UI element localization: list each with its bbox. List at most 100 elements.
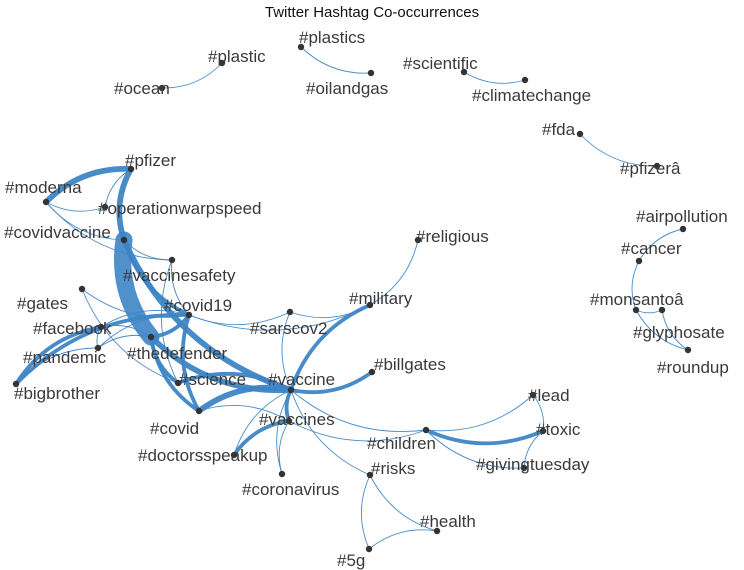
node-climatechange bbox=[521, 76, 529, 84]
node-label-covid: #covid bbox=[150, 419, 199, 438]
node-label-military: #military bbox=[349, 289, 413, 308]
node-religious bbox=[414, 236, 422, 244]
node-label-lead: #lead bbox=[528, 386, 570, 405]
edge-fda-pfizera bbox=[579, 133, 658, 167]
node-label-airpollution: #airpollution bbox=[636, 207, 728, 226]
node-label-operationwarpspeed: #operationwarpspeed bbox=[98, 199, 262, 218]
node-plastic bbox=[218, 59, 226, 67]
edges-layer bbox=[14, 46, 689, 550]
labels-layer: #ocean #plastic #plastics #oilandgas #scient… bbox=[4, 28, 729, 570]
edge-ocean-plastic bbox=[161, 62, 223, 89]
node-label-facebook: #facebook bbox=[33, 319, 112, 338]
node-label-gates: #gates bbox=[17, 294, 68, 313]
node-label-ocean: #ocean bbox=[114, 79, 170, 98]
node-covid19 bbox=[185, 311, 193, 319]
edge-covidvaccine-vaccinesafety bbox=[123, 239, 173, 261]
node-label-health: #health bbox=[420, 512, 476, 531]
node-vaccine bbox=[287, 386, 295, 394]
node-covidvaccine bbox=[120, 236, 128, 244]
node-label-vaccines: #vaccines bbox=[259, 410, 335, 429]
edge-toxic-lead bbox=[532, 394, 544, 432]
node-label-covid19: #covid19 bbox=[164, 296, 232, 315]
node-thedefender bbox=[147, 333, 155, 341]
edge-toxic-givingtuesday bbox=[523, 430, 544, 469]
node-label-doctorsspeakup: #doctorsspeakup bbox=[138, 446, 267, 465]
node-label-pfizer: #pfizer bbox=[125, 151, 176, 170]
edge-vaccinesafety-covid19 bbox=[171, 259, 190, 316]
node-label-covidvaccine: #covidvaccine bbox=[4, 223, 111, 242]
edge-vaccine-covid bbox=[196, 384, 294, 414]
node-label-children: #children bbox=[367, 434, 436, 453]
edge-vaccines-coronavirus bbox=[278, 420, 290, 475]
node-label-monsantoa: #monsantoâ bbox=[590, 290, 684, 309]
node-monsantoa bbox=[632, 306, 640, 314]
edge-monsantoa-roundup bbox=[635, 309, 689, 351]
node-billgates bbox=[368, 368, 376, 376]
edge-facebook-bigbrother bbox=[14, 325, 103, 386]
edge-risks-5g bbox=[360, 474, 371, 550]
node-givingtuesday bbox=[520, 464, 528, 472]
node-label-pfizera: #pfizerâ bbox=[620, 159, 681, 178]
edge-thedefender-covid bbox=[149, 335, 201, 413]
node-label-thedefender: #thedefender bbox=[127, 344, 228, 363]
node-label-scientific: #scientific bbox=[403, 54, 478, 73]
node-label-billgates: #billgates bbox=[374, 355, 446, 374]
node-sarscov2 bbox=[286, 308, 294, 316]
node-label-cancer: #cancer bbox=[621, 239, 682, 258]
node-health bbox=[433, 527, 441, 535]
node-roundup bbox=[684, 346, 692, 354]
node-children bbox=[422, 426, 430, 434]
edge-covidvaccine-covid19 bbox=[122, 238, 191, 317]
edge-glyphosate-roundup bbox=[661, 309, 689, 351]
edge-covidvaccine-thedefender bbox=[114, 231, 160, 346]
node-vaccinesafety bbox=[168, 256, 176, 264]
edge-scientific-climatechange bbox=[463, 71, 526, 84]
edge-children-lead bbox=[425, 394, 534, 432]
edge-military-religious bbox=[369, 239, 419, 306]
node-facebook bbox=[97, 323, 105, 331]
edge-covid19-facebook bbox=[100, 310, 190, 328]
node-label-vaccine: #vaccine bbox=[268, 370, 335, 389]
node-label-oilandgas: #oilandgas bbox=[306, 79, 388, 98]
edge-pfizer-moderna bbox=[43, 166, 134, 205]
node-label-risks: #risks bbox=[371, 459, 415, 478]
edge-children-givingtuesday bbox=[425, 429, 525, 469]
node-covid bbox=[195, 407, 203, 415]
edge-sarscov2-vaccine bbox=[281, 311, 292, 391]
edge-vaccinesafety-science bbox=[160, 259, 179, 384]
node-label-bigbrother: #bigbrother bbox=[14, 384, 100, 403]
edge-pfizer-covidvaccine bbox=[116, 166, 134, 243]
node-coronavirus bbox=[278, 470, 286, 478]
edge-pfizer-operationwarpspeed bbox=[104, 168, 132, 208]
node-cancer bbox=[635, 257, 643, 265]
node-pfizera bbox=[653, 162, 661, 170]
edge-pandemic-bigbrother bbox=[15, 347, 99, 385]
node-label-coronavirus: #coronavirus bbox=[242, 480, 339, 499]
edge-thedefender-pandemic bbox=[97, 334, 152, 349]
edge-children-toxic bbox=[424, 428, 545, 446]
node-ocean bbox=[158, 84, 166, 92]
edge-vaccine-children bbox=[290, 389, 427, 433]
node-label-givingtuesday: #givingtuesday bbox=[476, 455, 590, 474]
edge-vaccine-risks bbox=[290, 389, 371, 476]
node-label-plastics: #plastics bbox=[299, 28, 365, 47]
edge-risks-health bbox=[369, 474, 438, 532]
node-label-vaccinesafety: #vaccinesafety bbox=[123, 266, 236, 285]
node-science bbox=[174, 379, 182, 387]
node-gates bbox=[78, 285, 86, 293]
edge-military-vaccine bbox=[289, 303, 372, 392]
node-scientific bbox=[460, 68, 468, 76]
edge-vaccine-billgates bbox=[289, 370, 374, 395]
node-label-moderna: #moderna bbox=[5, 178, 82, 197]
node-label-fda: #fda bbox=[542, 120, 576, 139]
edge-airpollution-cancer bbox=[638, 228, 684, 262]
edge-moderna-operationwarpspeed bbox=[45, 201, 106, 212]
node-label-religious: #religious bbox=[416, 227, 489, 246]
node-5g bbox=[365, 545, 373, 553]
nodes-layer bbox=[12, 43, 692, 553]
node-label-glyphosate: #glyphosate bbox=[633, 323, 725, 342]
edge-vaccine-science bbox=[176, 371, 293, 392]
node-lead bbox=[529, 391, 537, 399]
chart-title: Twitter Hashtag Co-occurrences bbox=[264, 4, 480, 21]
edge-plastics-oilandgas bbox=[300, 46, 372, 74]
